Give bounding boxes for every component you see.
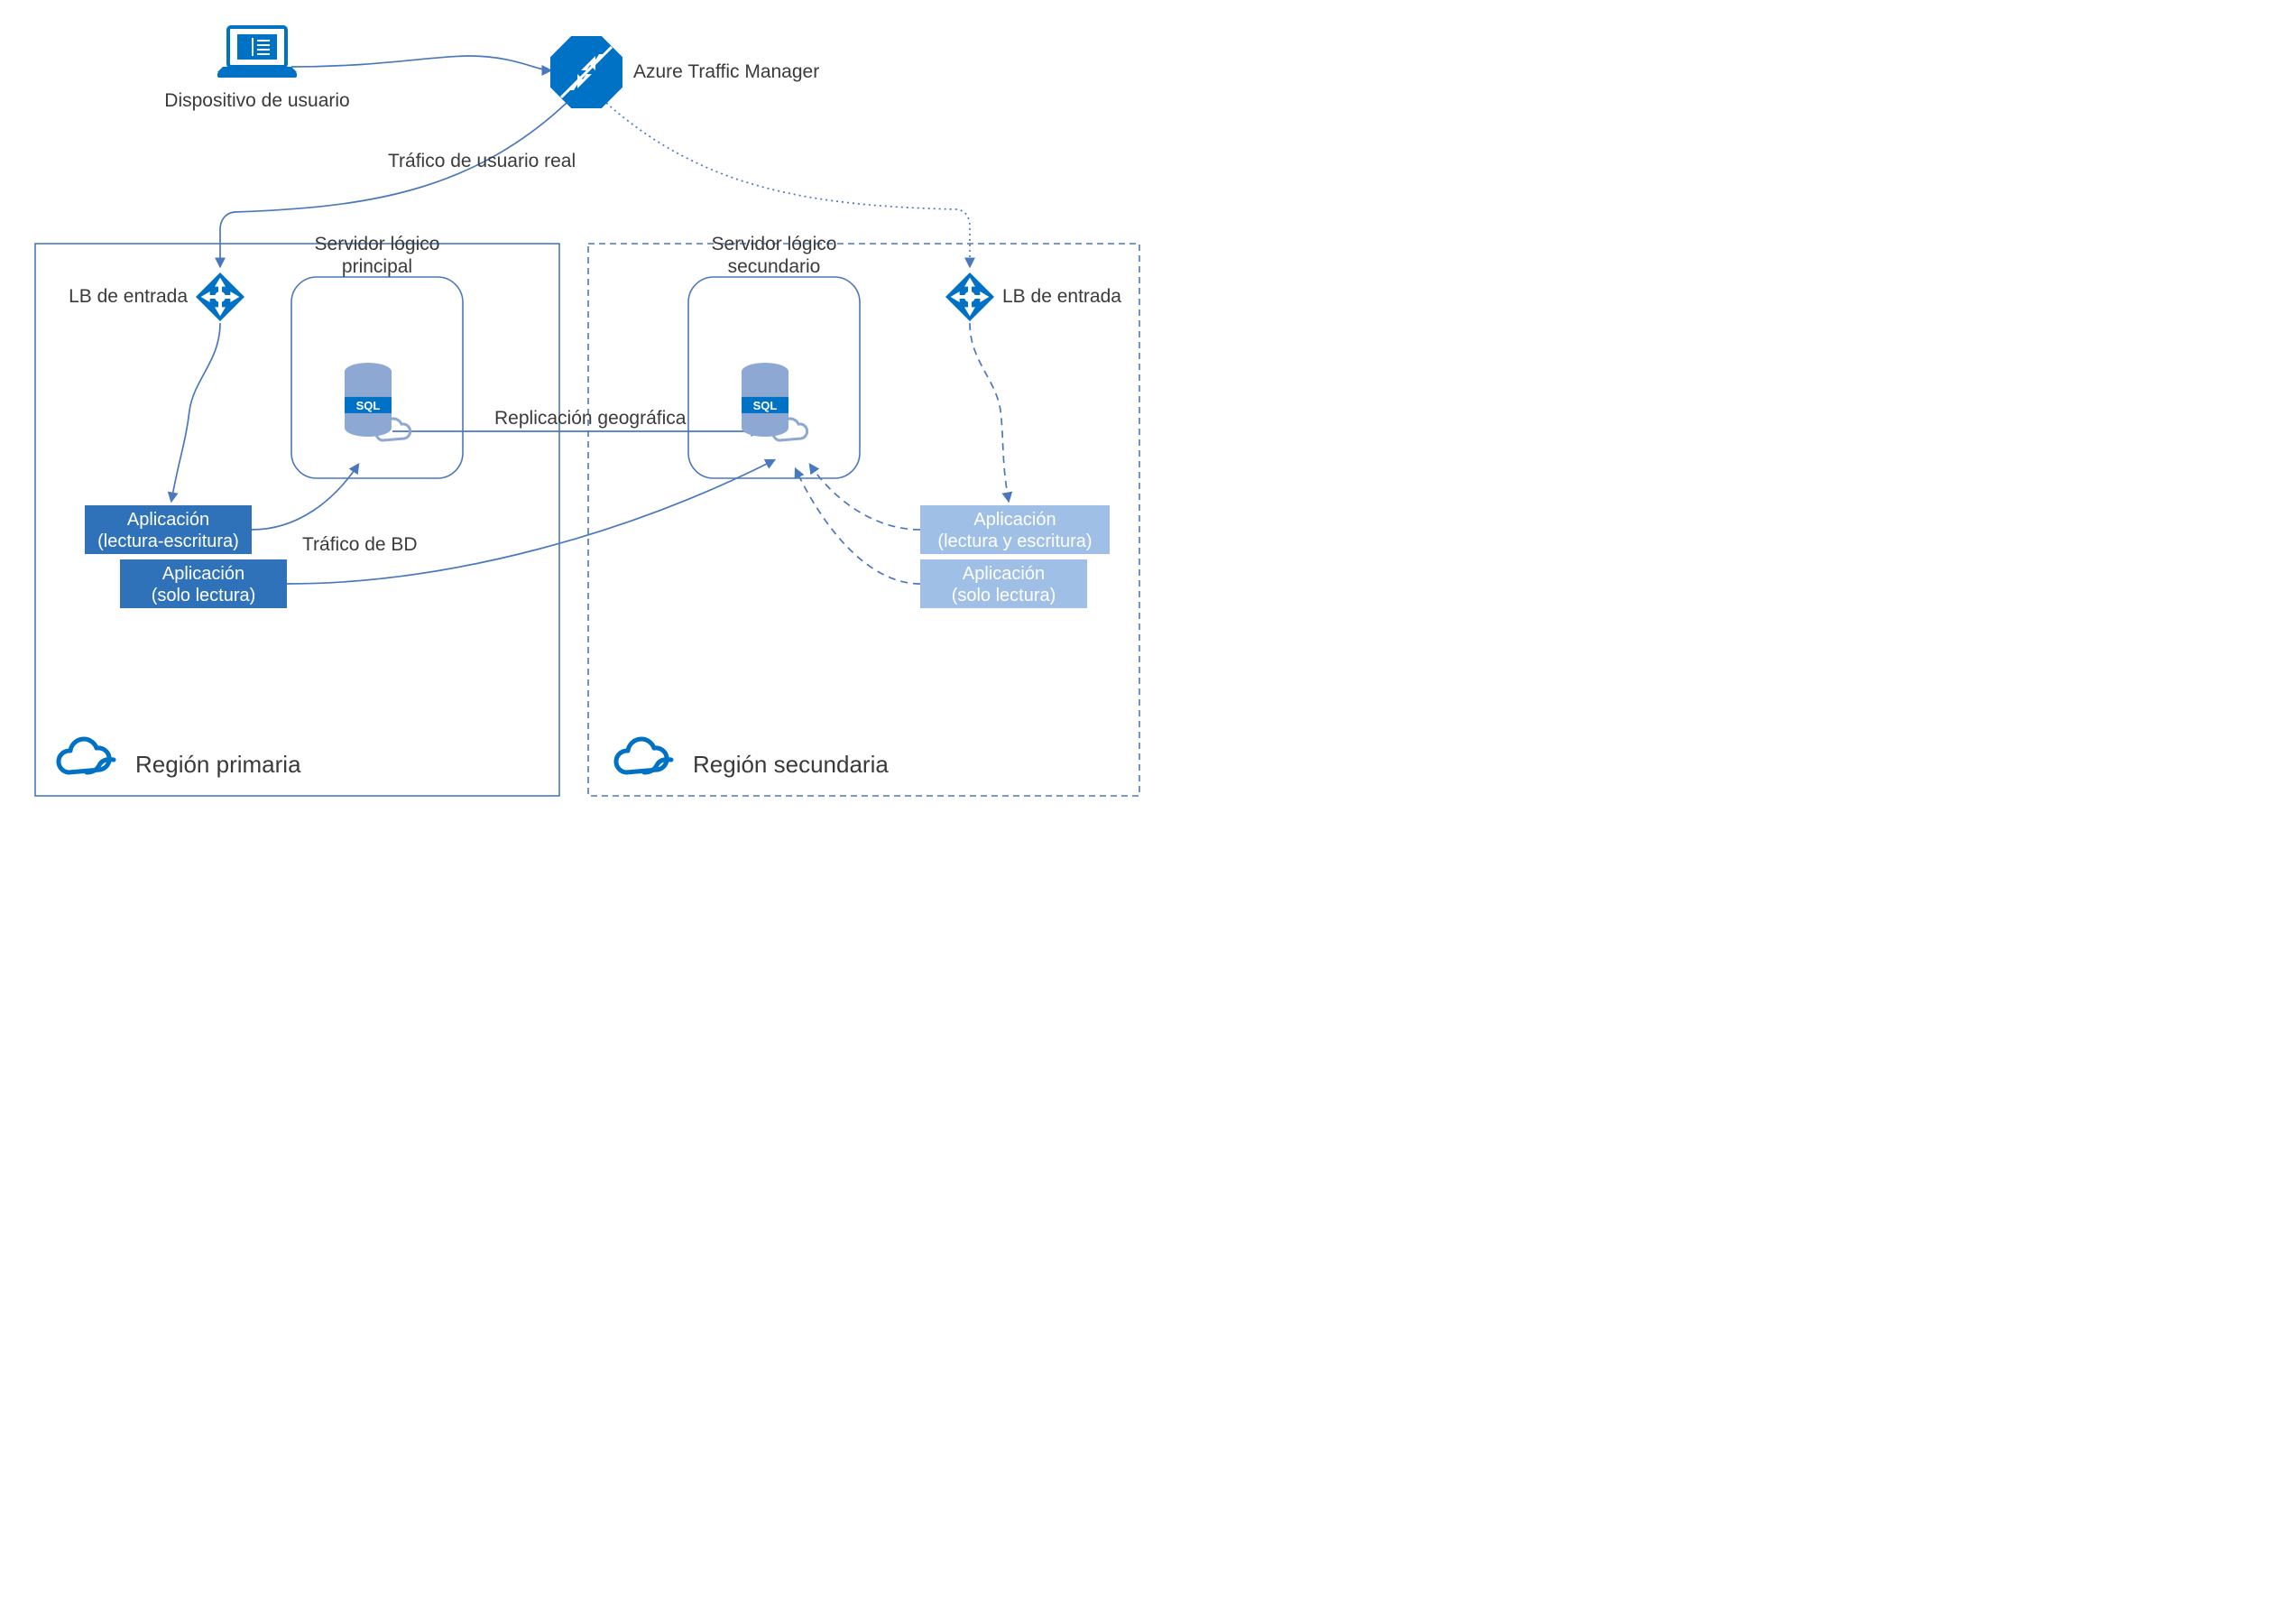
edge-laptop-to-tm [291,56,550,70]
primary-server-sql-icon: SQL [345,363,410,440]
svg-text:SQL: SQL [356,399,381,412]
region-primary-label: Región primaria [135,751,301,778]
cloud-secondary-icon [616,739,671,772]
edge-lb-right-to-app [970,323,1009,501]
edge-app-rw-to-sql-left [252,465,358,530]
actual-traffic-label: Tráfico de usuario real [388,151,576,171]
lb-right-icon [945,273,994,321]
svg-text:SQL: SQL [753,399,778,412]
geo-replication-label: Replicación geográfica [494,408,687,429]
edge-app-ro-right-to-sql [796,469,920,584]
secondary-server-sql-icon: SQL [742,363,807,440]
edge-lb-left-to-app [171,323,220,501]
db-traffic-label: Tráfico de BD [302,534,418,555]
secondary-server-title: Servidor lógicosecundario [712,234,837,277]
traffic-manager-icon [550,36,622,108]
user-device-icon [217,27,297,78]
cloud-primary-icon [59,739,114,772]
region-secondary-label: Región secundaria [693,751,889,778]
traffic-manager-label: Azure Traffic Manager [633,61,819,82]
edge-app-rw-right-to-sql [810,465,920,530]
primary-server-title: Servidor lógicoprincipal [315,234,440,277]
user-device-label: Dispositivo de usuario [164,90,349,111]
lb-left-label: LB de entrada [69,286,188,307]
lb-right-label: LB de entrada [1002,286,1121,307]
lb-left-icon [196,273,244,321]
